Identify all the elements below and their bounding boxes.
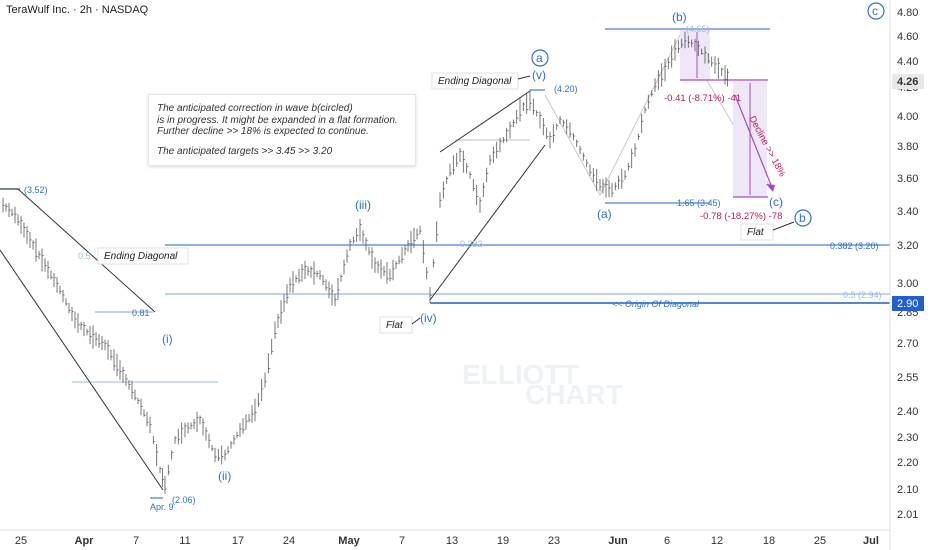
y-tick-label: 3.60 [897, 173, 918, 185]
tag-flat1: Flat [386, 320, 404, 331]
fib-081: 0.81 [132, 308, 150, 318]
wave-a-circle [531, 49, 549, 67]
price-206: (2.06) [172, 495, 196, 505]
watermark-chart: CHART [525, 379, 623, 410]
y-tick-label: 4.80 [897, 7, 918, 19]
y-tick-label: 4.40 [897, 56, 918, 68]
y-tick-label: 3.40 [897, 206, 918, 218]
x-tick-label: 7 [133, 535, 139, 547]
wave-c-circled-label: c [872, 4, 878, 18]
x-tick-label: 18 [763, 535, 775, 547]
decline-arrowhead [766, 184, 775, 192]
x-tick-label: Jun [608, 535, 628, 547]
tag-ed1-box [97, 247, 189, 265]
x-tick-label: Apr [75, 535, 95, 547]
tag-flat2-pointer [772, 221, 795, 231]
wave-b-circle [794, 209, 812, 227]
x-tick-label: Jul [863, 535, 879, 547]
y-tick-label: 2.10 [897, 484, 918, 496]
note-line-4: The anticipated targets >> 3.45 >> 3.20 [157, 145, 333, 157]
origin-price-marker [892, 296, 924, 311]
origin-label: << Origin Of Diagonal [612, 299, 700, 309]
y-tick-label: 2.20 [897, 457, 918, 469]
tag-flat2-box [740, 223, 774, 241]
wave-b-label: (b) [672, 10, 687, 24]
note-line-2: is in progress. It might be expanded in … [157, 114, 398, 126]
tag-ed2: Ending Diagonal [438, 76, 512, 87]
diagonal-upper [439, 90, 531, 153]
tag-flat1-pointer [411, 317, 421, 325]
note-line-3: Further decline >> 18% is expected to co… [157, 126, 369, 137]
wave-iii-label: (iii) [355, 198, 371, 212]
y-tick-label: 3.20 [897, 240, 918, 252]
faint-label-1: 0.5 [78, 251, 91, 261]
decline-arrow [734, 94, 774, 191]
y-tick-label: 2.40 [897, 406, 918, 418]
y-tick-label: 2.55 [897, 372, 918, 384]
wave-v-label: (v) [532, 68, 546, 82]
wave-iv-label: (iv) [420, 311, 437, 325]
tag-flat2: Flat [747, 227, 765, 238]
x-tick-label: May [338, 535, 360, 547]
current-price-marker [892, 74, 924, 89]
y-tick-label: 3.80 [897, 141, 918, 153]
note-line-1: The anticipated correction in wave b(cir… [157, 103, 353, 114]
x-tick-label: 19 [497, 535, 509, 547]
x-tick-label: 7 [399, 535, 405, 547]
price-420: (4.20) [554, 84, 578, 94]
candles-group [2, 31, 730, 494]
y-tick-label: 2.70 [897, 338, 918, 350]
abc-path [544, 33, 773, 197]
tag-ed2-pointer [517, 75, 531, 80]
y-tick-label: 2.30 [897, 432, 918, 444]
y-tick-label: 2.01 [897, 509, 918, 521]
tag-ed1: Ending Diagonal [104, 251, 178, 262]
price-345: 1.65 (3.45) [677, 198, 721, 208]
tag-ed2-box [431, 72, 519, 90]
wedge-upper [17, 188, 156, 313]
price-465: (4.65) [686, 24, 710, 34]
x-axis-ticks: 25 Apr 7 11 17 24 May 7 13 19 23 Jun 6 12 18 25 Jul [15, 535, 879, 547]
chart-title: TeraWulf Inc. · 2h · NASDAQ [6, 4, 149, 16]
wave-i-label: (i) [162, 332, 173, 346]
x-tick-label: 11 [179, 535, 190, 547]
faint-label-2: 0.382 [460, 239, 483, 249]
current-price-label: 4.26 [897, 76, 918, 88]
y-tick-label: 3.00 [897, 278, 918, 290]
wave-b-circled-label: b [799, 211, 806, 225]
x-tick-label: 23 [548, 535, 560, 547]
tag-flat1-box [379, 316, 413, 334]
wave-c-circle [867, 2, 885, 20]
x-tick-label: 25 [814, 535, 826, 547]
analysis-note: The anticipated correction in wave b(cir… [148, 94, 416, 166]
wave-a-circled-label: a [536, 51, 543, 65]
measure-label-1: -0.41 (-8.71%) -41 [664, 93, 741, 104]
wave-a-label: (a) [597, 207, 612, 221]
fib-382: 0.382 (3.20) [830, 241, 879, 251]
date-apr9: Apr. 9 [150, 502, 174, 512]
x-tick-label: 17 [232, 535, 244, 547]
measure-box-1 [680, 30, 710, 80]
wave-ii-label: (ii) [218, 469, 231, 483]
measure-label-2: -0.78 (-18.27%) -78 [700, 211, 782, 222]
x-tick-label: 6 [664, 535, 670, 547]
origin-price-label: 2.90 [897, 298, 918, 310]
y-axis-ticks: 4.804.604.404.204.003.803.603.403.203.00… [897, 7, 918, 521]
x-tick-label: 24 [283, 535, 295, 547]
x-tick-label: 12 [711, 535, 723, 547]
y-tick-label: 4.60 [897, 31, 918, 43]
wedge-lower [0, 249, 164, 491]
wave-c-label: (c) [769, 195, 783, 209]
x-tick-label: 25 [15, 535, 27, 547]
price-352: (3.52) [24, 185, 48, 195]
watermark-elliott: ELLIOTT [462, 359, 579, 390]
x-tick-label: 13 [446, 535, 458, 547]
fib-05: 0.5 (2.94) [843, 290, 882, 300]
y-tick-label: 4.00 [897, 111, 918, 123]
diagonal-lower [429, 144, 546, 301]
